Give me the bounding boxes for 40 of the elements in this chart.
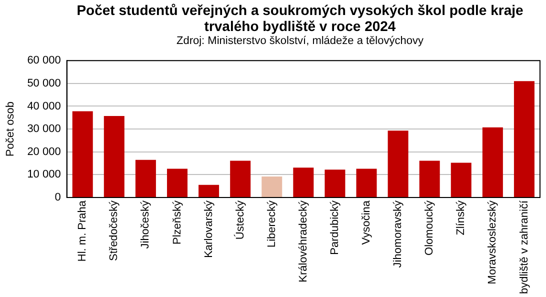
bar bbox=[72, 111, 93, 197]
y-tick-label: 60 000 bbox=[27, 54, 61, 67]
x-tick-label: Liberecký bbox=[266, 200, 278, 248]
y-axis-title: Počet osob bbox=[4, 102, 17, 157]
x-tick-label: Olomoucký bbox=[424, 200, 436, 256]
x-tick-label: Hl. m. Praha bbox=[76, 200, 89, 262]
bar bbox=[450, 162, 472, 197]
chart-subtitle: Zdroj: Ministerstvo školství, mládeže a tělovýchovy bbox=[176, 35, 424, 47]
bar bbox=[293, 168, 314, 197]
bar bbox=[135, 160, 156, 197]
y-tick-label: 40 000 bbox=[27, 100, 61, 112]
y-tick-label: 10 000 bbox=[27, 168, 61, 181]
x-tick-label: Ústecký bbox=[233, 200, 246, 240]
bar bbox=[198, 184, 220, 197]
y-tick-label: 0 bbox=[54, 191, 61, 204]
x-tick-label: Vysočina bbox=[360, 200, 373, 245]
x-tick-label: Moravskoslezský bbox=[486, 200, 499, 284]
x-tick-label: Plzeňský bbox=[171, 200, 184, 244]
bar bbox=[104, 116, 124, 197]
x-tick-label: Zlínský bbox=[455, 200, 468, 236]
bar bbox=[388, 130, 408, 197]
bar bbox=[262, 176, 282, 197]
bar bbox=[514, 81, 534, 197]
x-tick-label: Karlovarský bbox=[202, 200, 215, 258]
bar bbox=[230, 160, 251, 197]
x-tick-label: Středočeský bbox=[108, 200, 120, 261]
x-tick-label: Pardubický bbox=[328, 200, 341, 255]
bar bbox=[356, 168, 377, 197]
x-tick-label: Jihočeský bbox=[140, 200, 152, 249]
bar bbox=[482, 127, 503, 197]
x-tick-label: bydliště v zahraničí bbox=[518, 200, 530, 294]
y-tick-label: 20 000 bbox=[27, 146, 61, 158]
y-tick-label: 50 000 bbox=[27, 77, 61, 90]
bar bbox=[166, 168, 188, 197]
bar bbox=[419, 160, 440, 197]
x-tick-label: Královéhradecký bbox=[297, 200, 310, 282]
y-tick-label: 30 000 bbox=[27, 123, 61, 136]
chart-title: Počet studentů veřejných a soukromých vysokých škol podle kraje trvalého bydliště v roce 2024 bbox=[76, 2, 524, 34]
bar bbox=[324, 170, 346, 197]
x-tick-label: Jihomoravský bbox=[392, 200, 404, 268]
